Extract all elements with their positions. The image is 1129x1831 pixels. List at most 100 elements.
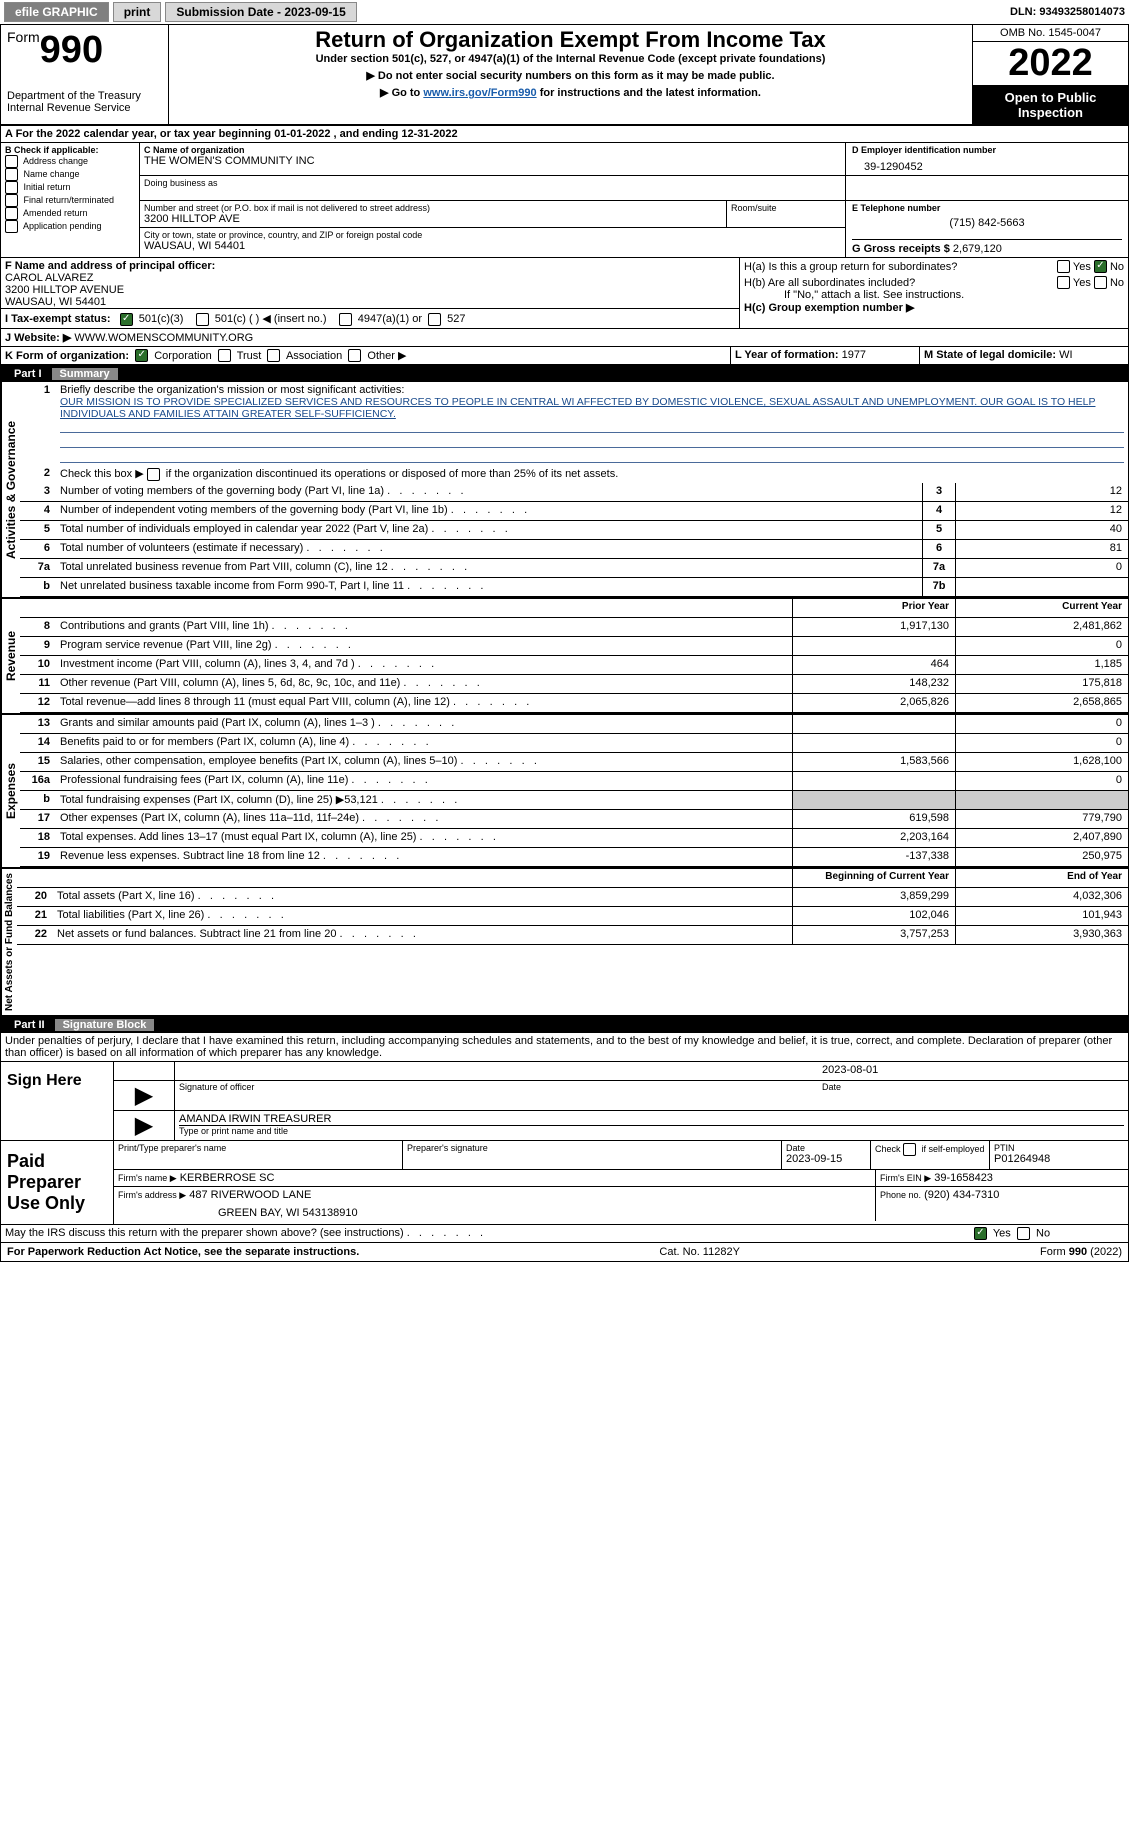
firm-name: KERBERROSE SC [180,1172,275,1184]
briefly-label: Briefly describe the organization's miss… [60,384,404,396]
b-opt-checkbox[interactable] [5,155,18,168]
form-title: Return of Organization Exempt From Incom… [173,27,968,53]
state-domicile: WI [1059,349,1072,361]
b-opt-checkbox[interactable] [5,207,18,220]
b-opt-checkbox[interactable] [5,168,18,181]
ha-yes-checkbox[interactable] [1057,260,1070,273]
current-year-header: Current Year [955,599,1128,617]
tax-year: 2022 [973,42,1128,86]
prep-date: 2023-09-15 [786,1153,866,1165]
type-name-label: Type or print name and title [179,1126,1124,1136]
section-e-label: E Telephone number [852,203,1122,213]
begin-year-header: Beginning of Current Year [792,869,955,887]
hb-no-checkbox[interactable] [1094,276,1107,289]
discuss-yes-checkbox[interactable] [974,1227,987,1240]
dln-label: DLN: 93493258014073 [1010,6,1125,18]
4947-checkbox[interactable] [339,313,352,326]
k-corp-checkbox[interactable] [135,349,148,362]
sig-officer-label: Signature of officer [175,1081,816,1110]
governance-label: Activities & Governance [1,382,20,597]
section-i-label: I Tax-exempt status: [5,313,111,325]
b-opt-checkbox[interactable] [5,181,18,194]
section-f-label: F Name and address of principal officer: [5,260,735,272]
summary-row: 10Investment income (Part VIII, column (… [20,656,1128,675]
addr-label: Number and street (or P.O. box if mail i… [144,203,722,213]
paperwork-notice: For Paperwork Reduction Act Notice, see … [7,1246,359,1258]
b-opt-checkbox[interactable] [5,220,18,233]
summary-row: 22Net assets or fund balances. Subtract … [17,926,1128,945]
year-formation: 1977 [842,349,866,361]
self-employed-checkbox[interactable] [903,1143,916,1156]
sign-arrow-icon: ▶ [114,1081,175,1110]
summary-row: 17Other expenses (Part IX, column (A), l… [20,810,1128,829]
officer-addr2: WAUSAU, WI 54401 [5,296,735,308]
ein-value: 39-1290452 [864,161,1122,173]
part1-header: Part I Summary [0,366,1129,382]
firm-addr: 487 RIVERWOOD LANE [189,1189,311,1201]
ptin-value: P01264948 [994,1153,1124,1165]
k-trust-checkbox[interactable] [218,349,231,362]
hb-yes-checkbox[interactable] [1057,276,1070,289]
irs-link[interactable]: www.irs.gov/Form990 [423,87,536,99]
501c-checkbox[interactable] [196,313,209,326]
501c3-checkbox[interactable] [120,313,133,326]
form-subtitle-3: ▶ Go to www.irs.gov/Form990 for instruct… [173,86,968,99]
prep-date-label: Date [786,1143,866,1153]
summary-row: bNet unrelated business taxable income f… [20,578,1128,597]
ptin-label: PTIN [994,1143,1124,1153]
website-value: WWW.WOMENSCOMMUNITY.ORG [74,332,253,344]
prep-name-label: Print/Type preparer's name [118,1143,398,1153]
ha-label: H(a) Is this a group return for subordin… [744,261,1057,273]
ha-no-checkbox[interactable] [1094,260,1107,273]
declaration-text: Under penalties of perjury, I declare th… [0,1033,1129,1062]
city-value: WAUSAU, WI 54401 [144,240,841,252]
summary-row: 19Revenue less expenses. Subtract line 1… [20,848,1128,867]
paid-preparer-label: Paid Preparer Use Only [0,1141,114,1225]
officer-addr1: 3200 HILLTOP AVENUE [5,284,735,296]
phone-value: (920) 434-7310 [924,1189,999,1201]
summary-row: 9Program service revenue (Part VIII, lin… [20,637,1128,656]
officer-name-title: AMANDA IRWIN TREASURER [179,1113,1124,1126]
527-checkbox[interactable] [428,313,441,326]
discuss-label: May the IRS discuss this return with the… [5,1227,404,1239]
city-label: City or town, state or province, country… [144,230,841,240]
end-year-header: End of Year [955,869,1128,887]
check-self-label: Check if self-employed [875,1144,985,1154]
hc-label: H(c) Group exemption number ▶ [744,301,1124,314]
sign-here-label: Sign Here [0,1062,114,1141]
discontinue-checkbox[interactable] [147,468,160,481]
org-name: THE WOMEN'S COMMUNITY INC [144,155,841,167]
room-label: Room/suite [727,201,845,227]
line2-text: Check this box ▶ if the organization dis… [60,468,618,480]
submission-date-button[interactable]: Submission Date - 2023-09-15 [165,2,356,22]
form-subtitle-1: Under section 501(c), 527, or 4947(a)(1)… [173,53,968,65]
summary-row: 7aTotal unrelated business revenue from … [20,559,1128,578]
section-g-label: G Gross receipts $ [852,243,950,255]
phone-label: Phone no. [880,1190,921,1200]
summary-row: bTotal fundraising expenses (Part IX, co… [20,791,1128,810]
h-note: If "No," attach a list. See instructions… [784,289,1124,301]
net-assets-label: Net Assets or Fund Balances [1,869,17,1015]
k-assoc-checkbox[interactable] [267,349,280,362]
k-other-checkbox[interactable] [348,349,361,362]
form-label: Form [7,29,40,45]
summary-row: 16aProfessional fundraising fees (Part I… [20,772,1128,791]
cat-number: Cat. No. 11282Y [659,1246,740,1258]
discuss-no-checkbox[interactable] [1017,1227,1030,1240]
sig-date-value: 2023-08-01 [816,1062,1128,1080]
telephone: (715) 842-5663 [852,217,1122,229]
summary-row: 18Total expenses. Add lines 13–17 (must … [20,829,1128,848]
summary-row: 8Contributions and grants (Part VIII, li… [20,618,1128,637]
summary-row: 13Grants and similar amounts paid (Part … [20,715,1128,734]
print-button[interactable]: print [113,2,162,22]
section-k-label: K Form of organization: [5,350,129,362]
section-b-label: B Check if applicable: [5,145,135,155]
firm-ein-label: Firm's EIN ▶ [880,1173,931,1183]
b-opt-checkbox[interactable] [5,194,18,207]
form-subtitle-2: ▶ Do not enter social security numbers o… [173,69,968,82]
sig-date-label: Date [816,1081,1128,1110]
summary-row: 12Total revenue—add lines 8 through 11 (… [20,694,1128,713]
revenue-label: Revenue [1,599,20,713]
section-a-label: A For the 2022 calendar year, or tax yea… [1,126,462,142]
efile-button[interactable]: efile GRAPHIC [4,2,109,22]
